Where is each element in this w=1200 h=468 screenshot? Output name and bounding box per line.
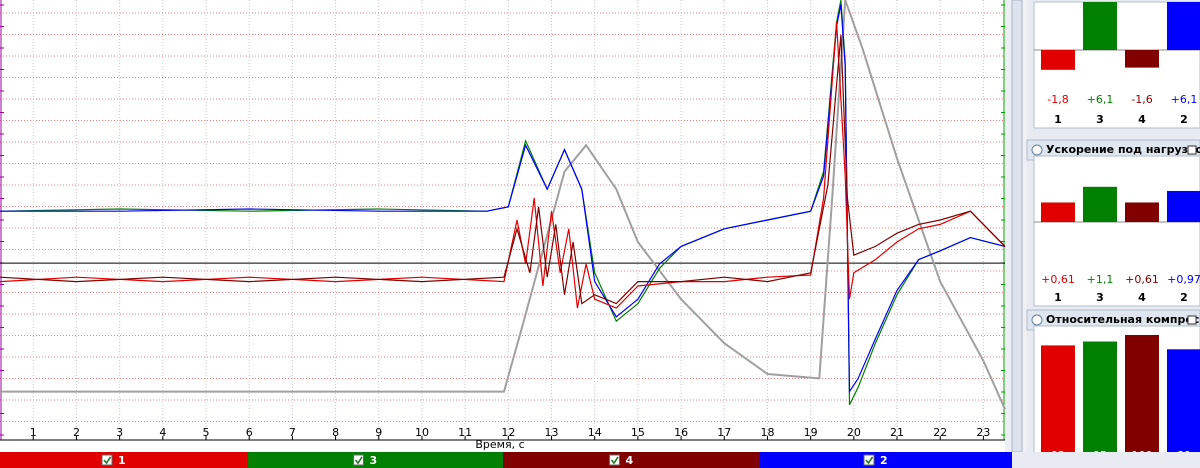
channel-tab[interactable] [503,452,760,468]
channel-checkbox[interactable] [353,454,364,466]
x-axis-label: Время, с [475,438,524,451]
channel-tab[interactable] [248,452,503,468]
trace [0,0,1006,410]
bar-category: 4 [1138,113,1146,126]
channel-bar: 1 3 4 2 [0,452,1200,468]
bar-category: 1 [1054,291,1062,304]
channel-label: 2 [880,454,888,467]
channel-tab[interactable] [0,452,248,468]
bar-category: 4 [1138,291,1146,304]
panel-toggle[interactable] [1187,145,1197,155]
x-tick-label: 8 [332,426,339,439]
channel-bar-end [1012,452,1200,468]
bar [1167,190,1200,222]
channel-label: 1 [118,454,126,467]
channel-tab[interactable] [760,452,1012,468]
bar-category: 2 [1180,113,1188,126]
x-tick-label: 18 [760,426,774,439]
checkmark [610,456,619,465]
side-panels: -1,8 1 +6,1 3 -1,6 4 +6,1 2 Ускорение под нагруз… [1026,1,1200,468]
plot-area: 1 2 3 4 5 6 7 8 9 10 11 12 13 14 15 16 17 18 19 20 21 22 23Вре… [0,0,1006,451]
splitter-bar[interactable] [1011,0,1023,453]
bar-label: +0,61 [1041,273,1075,286]
bar [1041,202,1075,222]
x-tick-label: 6 [246,426,253,439]
x-tick-label: 15 [631,426,645,439]
x-tick-label: 2 [73,426,80,439]
panel-icon [1031,314,1043,326]
x-tick-label: 5 [203,426,210,439]
x-tick-label: 16 [674,426,688,439]
x-tick-label: 11 [458,426,472,439]
bar-label: +6,1 [1087,93,1114,106]
bar [1083,186,1117,222]
x-tick-label: 17 [717,426,731,439]
bar [1041,50,1075,70]
bar-label: +0,97 [1167,273,1200,286]
panel-title: Относительная компресси [1046,313,1200,326]
bar-category: 3 [1096,113,1104,126]
x-tick-label: 4 [159,426,166,439]
trace [0,35,1006,305]
bar [1125,50,1159,68]
channel-label: 3 [370,454,378,467]
bar-label: +6,1 [1171,93,1198,106]
trace [0,4,1006,394]
bar [1167,2,1200,50]
x-tick-label: 3 [116,426,123,439]
channel-checkbox[interactable] [101,454,113,466]
bar [1083,341,1117,465]
x-tick-label: 12 [501,426,515,439]
channel-checkbox[interactable] [863,454,875,466]
x-tick-label: 13 [545,426,559,439]
bar-label: +0,61 [1125,273,1159,286]
bar-label: -1,6 [1131,93,1152,106]
panel-icon [1031,144,1043,156]
bar [1041,345,1075,465]
x-tick-label: 19 [804,426,818,439]
channel-label: 4 [626,454,634,467]
checkmark [865,456,874,465]
bar-label: -1,8 [1047,93,1068,106]
x-tick-label: 1 [30,426,37,439]
x-tick-label: 20 [847,426,861,439]
bar [1125,202,1159,222]
bar-category: 2 [1180,291,1188,304]
x-tick-label: 7 [289,426,296,439]
bar [1083,2,1117,50]
x-tick-label: 10 [415,426,429,439]
bar-category: 3 [1096,291,1104,304]
bar [1125,335,1159,465]
bar-label: +1,1 [1087,273,1114,286]
checkmark [103,456,112,465]
panel-title: Ускорение под нагрузкой [1046,143,1200,156]
bar [1167,349,1200,465]
checkmark [354,456,363,465]
x-tick-label: 22 [933,426,947,439]
x-tick-label: 21 [890,426,904,439]
panel-toggle[interactable] [1187,315,1197,325]
panel-body [1033,155,1200,307]
x-tick-label: 14 [588,426,602,439]
bar-category: 1 [1054,113,1062,126]
channel-checkbox[interactable] [609,454,620,466]
x-tick-label: 9 [375,426,382,439]
x-tick-label: 23 [976,426,990,439]
